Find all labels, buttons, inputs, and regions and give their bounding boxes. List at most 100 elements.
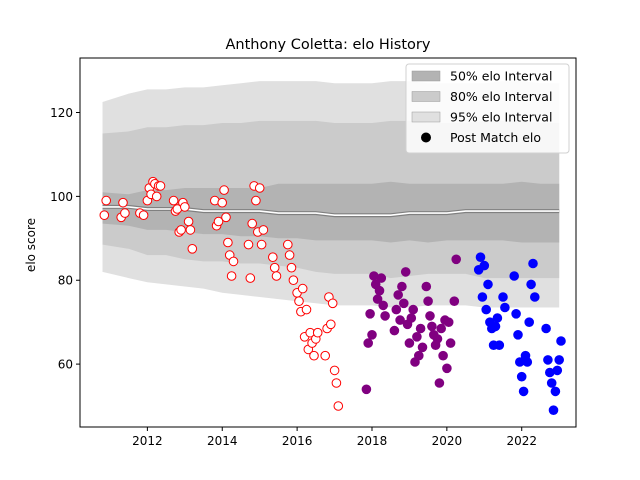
legend: 50% elo Interval 80% elo Interval 95% elo … — [405, 63, 570, 154]
data-point — [414, 350, 424, 361]
data-point — [528, 258, 538, 269]
data-point — [395, 315, 405, 325]
data-point — [367, 330, 377, 340]
data-point — [283, 239, 293, 250]
data-point — [475, 252, 486, 263]
data-point — [399, 298, 409, 309]
data-point — [213, 216, 224, 227]
legend-box — [405, 63, 570, 154]
data-point — [541, 323, 551, 334]
data-point — [284, 250, 295, 260]
data-point — [271, 271, 282, 281]
x-tick-label: 2020 — [432, 434, 463, 448]
data-point — [254, 183, 265, 193]
data-point — [101, 195, 111, 206]
data-point — [530, 292, 540, 302]
data-point — [393, 290, 404, 300]
y-axis-label: elo score — [24, 218, 38, 272]
data-point — [524, 317, 535, 328]
x-tick-label: 2022 — [506, 434, 537, 448]
data-point — [268, 252, 278, 263]
data-point — [243, 239, 254, 250]
data-point — [326, 319, 336, 330]
data-point — [151, 191, 162, 202]
data-point — [548, 405, 559, 416]
data-point — [550, 386, 561, 397]
data-point — [363, 338, 374, 348]
data-point — [477, 292, 488, 302]
data-point — [155, 181, 166, 191]
data-point — [301, 304, 312, 315]
data-point — [120, 208, 130, 218]
data-point — [400, 267, 411, 277]
data-point — [421, 281, 432, 292]
data-point — [552, 365, 563, 376]
data-point — [543, 355, 553, 365]
data-point — [427, 321, 437, 332]
data-point — [490, 321, 501, 332]
data-point — [327, 298, 338, 309]
legend-label: Post Match elo — [450, 130, 541, 145]
data-point — [554, 355, 565, 365]
data-point — [432, 334, 443, 344]
data-point — [397, 281, 407, 292]
data-point — [180, 202, 190, 212]
data-point — [258, 225, 269, 235]
data-point — [251, 195, 261, 206]
x-tick-label: 2012 — [132, 434, 163, 448]
data-point — [333, 401, 344, 411]
data-point — [494, 340, 505, 351]
data-point — [445, 338, 456, 348]
data-point — [380, 311, 390, 321]
data-point — [513, 330, 523, 340]
data-point — [391, 304, 402, 315]
data-point — [183, 216, 194, 227]
data-point — [312, 327, 323, 338]
legend-swatch — [411, 111, 441, 123]
data-point — [286, 262, 297, 273]
data-point — [516, 371, 527, 382]
series-2 — [361, 254, 462, 395]
legend-label: 80% elo Interval — [450, 89, 552, 104]
data-point — [526, 279, 536, 290]
data-point — [481, 304, 492, 315]
data-point — [483, 279, 493, 290]
data-point — [365, 309, 375, 319]
data-point — [438, 350, 448, 361]
data-point — [245, 273, 256, 283]
data-point — [99, 210, 110, 220]
chart-title: Anthony Coletta: elo History — [226, 37, 431, 53]
y-tick-label: 80 — [58, 274, 73, 288]
data-point — [406, 313, 417, 323]
x-tick-label: 2016 — [282, 434, 313, 448]
data-point — [361, 384, 372, 395]
data-point — [522, 357, 533, 367]
data-point — [408, 304, 419, 315]
data-point — [492, 313, 503, 323]
data-point — [226, 271, 237, 281]
plot-frame — [79, 57, 577, 428]
legend-marker — [421, 132, 431, 143]
data-point — [518, 386, 529, 397]
data-point — [378, 300, 389, 311]
data-point — [511, 309, 521, 319]
data-point — [223, 237, 233, 248]
legend-label: 95% elo Interval — [450, 110, 552, 125]
data-point — [436, 323, 447, 334]
data-point — [329, 365, 340, 376]
data-point — [138, 210, 149, 220]
axes: 2012 2014 2016 2018 2020 2022 60 80 100 120 — [50, 57, 577, 448]
data-point — [320, 350, 331, 361]
data-point — [187, 244, 198, 254]
series-1 — [99, 176, 344, 411]
data-point — [443, 317, 454, 328]
legend-swatch — [411, 70, 441, 82]
series-3 — [473, 252, 566, 416]
data-point — [389, 325, 400, 336]
data-point — [412, 332, 422, 342]
data-point — [185, 225, 196, 235]
data-point — [247, 218, 257, 229]
data-point — [479, 260, 490, 271]
data-point — [417, 342, 428, 353]
